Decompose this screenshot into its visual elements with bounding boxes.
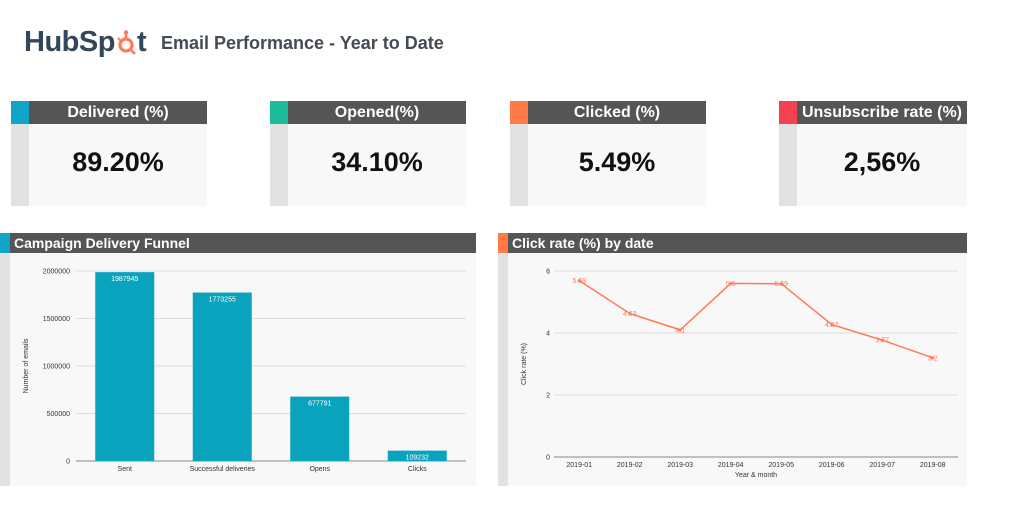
kpi-card-unsubscribe: Unsubscribe rate (%) 2,56% [779,101,967,206]
y-tick-label: 500000 [47,411,70,418]
y-axis-title: Number of emails [23,338,30,393]
kpi-value: 2,56% [843,147,921,177]
kpi-stripe [779,124,797,206]
kpi-card-opened: Opened(%) 34.10% [270,101,466,206]
series-line [578,279,933,359]
logo-text-a: HubSp [24,26,115,58]
x-tick-label: 2019-03 [667,462,693,469]
y-tick-label: 2 [546,393,550,400]
click-rate-chart: 0 2 4 6 5.69 2019-01 4.63 2019-02 4.1 2019-03 5.6 2… [521,269,958,479]
kpi-label: Clicked (%) [528,101,706,124]
bar-data-label: 1773255 [209,297,236,304]
x-tick-label: 2019-06 [819,462,845,469]
kpi-accent-bar [270,101,288,124]
x-tick-label: 2019-04 [718,462,744,469]
click-rate-panel: Click rate (%) by date 0 2 4 6 5.69 2019-01 4.… [498,233,967,486]
data-point [931,356,935,360]
kpi-card-clicked: Clicked (%) 5.49% [510,101,706,206]
point-data-label: 5.59 [774,281,788,288]
funnel-chart: 0 500000 1000000 1500000 2000000 1987945 Sent 1… [23,269,466,473]
kpi-value: 5.49% [578,147,656,177]
bar-data-label: 1987945 [111,276,138,283]
kpi-value: 89.20% [72,147,164,177]
point-data-label: 3.77 [875,338,889,345]
kpi-label: Unsubscribe rate (%) [797,101,967,124]
kpi-accent-bar [779,101,797,124]
y-tick-label: 4 [546,331,550,338]
y-tick-label: 2000000 [43,269,70,276]
header: HubSp t Email Performance - Year to Date [0,0,1024,90]
x-tick-label: 2019-02 [617,462,643,469]
y-tick-label: 6 [546,269,550,276]
panel-stripe [0,253,10,486]
funnel-panel: Campaign Delivery Funnel 0 500000 1000000 1… [0,233,476,486]
data-point [577,279,581,283]
panel-accent-bar [498,233,508,253]
x-tick-label: Clicks [408,466,427,473]
bar [192,292,252,461]
y-axis-title: Click rate (%) [521,343,528,385]
kpi-stripe [510,124,528,206]
panel-stripe [498,253,508,486]
data-point [779,282,783,286]
y-tick-label: 1500000 [43,316,70,323]
logo-text-b: t [136,26,147,58]
y-tick-label: 0 [546,455,550,462]
x-tick-label: 2019-08 [920,462,946,469]
sprocket-icon [117,29,136,55]
kpi-stripe [270,124,288,206]
x-tick-label: Opens [309,466,330,473]
page-title: Email Performance - Year to Date [161,33,444,53]
y-tick-label: 1000000 [43,364,70,371]
x-tick-label: 2019-05 [768,462,794,469]
kpi-accent-bar [510,101,528,124]
funnel-panel-title: Campaign Delivery Funnel [10,233,476,253]
point-data-label: 4.63 [623,311,637,318]
x-tick-label: Sent [118,466,132,473]
y-tick-label: 0 [66,459,70,466]
x-axis-title: Year & month [735,472,777,479]
point-data-label: 4.1 [675,327,685,334]
point-data-label: 5.69 [572,278,586,285]
kpi-label: Opened(%) [288,101,466,124]
bar [290,396,350,461]
data-point [678,328,682,332]
panel-accent-bar [0,233,10,253]
bar-data-label: 677791 [308,401,331,408]
x-tick-label: 2019-01 [566,462,592,469]
data-point [729,281,733,285]
data-point [880,338,884,342]
click-rate-panel-title: Click rate (%) by date [508,233,967,253]
x-tick-label: 2019-07 [869,462,895,469]
kpi-value: 34.10% [331,147,423,177]
point-data-label: 5.6 [726,281,736,288]
kpi-stripe [11,124,29,206]
x-tick-label: Successful deliveries [190,466,256,473]
data-point [628,311,632,315]
bar [95,272,155,461]
bar [387,450,447,461]
point-data-label: 4.27 [825,322,839,329]
kpi-card-delivered: Delivered (%) 89.20% [11,101,207,206]
point-data-label: 3.2 [928,355,938,362]
kpi-accent-bar [11,101,29,124]
bar-data-label: 109232 [406,455,429,462]
data-point [830,323,834,327]
kpi-label: Delivered (%) [29,101,207,124]
hubspot-logo[interactable]: HubSp t [24,26,147,59]
